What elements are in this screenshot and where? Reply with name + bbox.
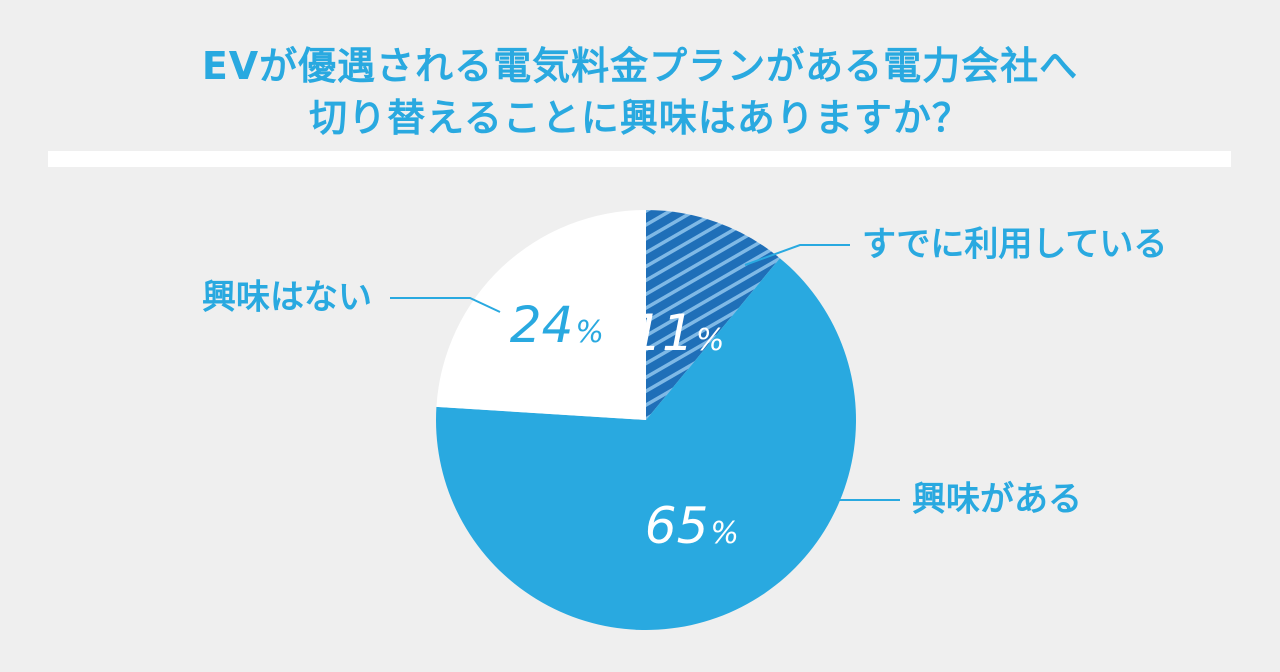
chart-title-line-2: 切り替えることに興味はありますか？ — [309, 96, 971, 140]
chart-title: EVが優遇される電気料金プランがある電力会社へ 切り替えることに興味はありますか… — [0, 40, 1280, 144]
category-label-2: 興味がある — [912, 480, 1082, 520]
leader-line-3 — [390, 297, 501, 313]
pie-slice-2 — [436, 258, 856, 631]
pie-slice-value-3: 24% — [510, 296, 604, 354]
pie-slice-value-1: 11% — [630, 304, 724, 362]
pie-slice-1 — [646, 210, 780, 420]
category-label-1: すでに利用している — [862, 225, 1167, 265]
category-label-3: 興味はない — [202, 278, 372, 318]
title-divider — [48, 151, 1231, 167]
pie-slice-3 — [436, 210, 646, 420]
chart-title-line-1: EVが優遇される電気料金プランがある電力会社へ — [201, 44, 1079, 88]
leader-line-1 — [744, 244, 850, 266]
pie-slice-value-2: 65% — [645, 497, 739, 555]
